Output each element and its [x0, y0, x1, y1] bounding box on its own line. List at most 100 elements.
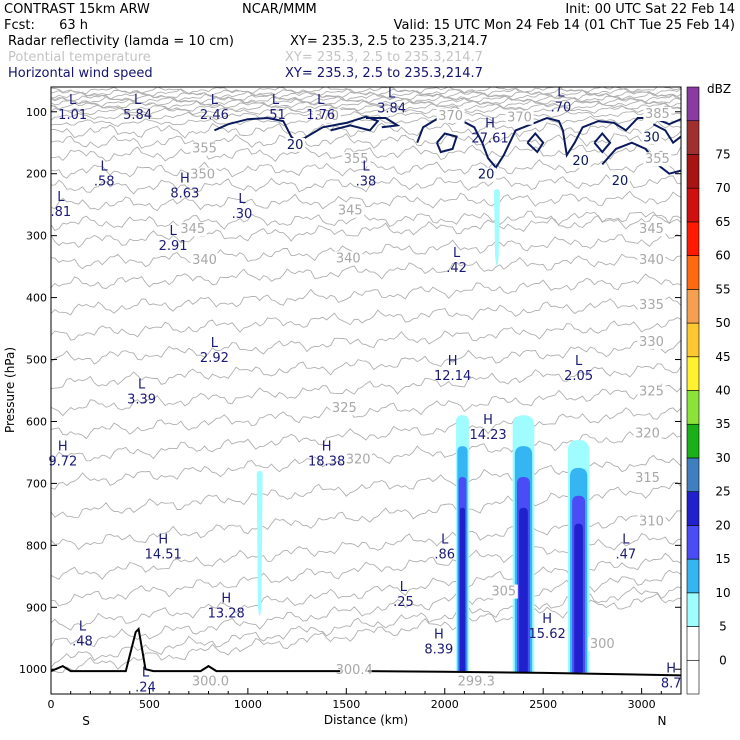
- fcst-value: 63 h: [59, 18, 88, 33]
- extremum-value: 1.76: [306, 108, 335, 123]
- x-tick-label: 1000: [234, 698, 262, 711]
- y-axis-title: Pressure (hPa): [3, 347, 17, 433]
- x-tick-label: 3000: [628, 698, 656, 711]
- theta-contour-line: [51, 232, 681, 270]
- y-tick-label: 500: [26, 354, 47, 367]
- terrain: [51, 626, 681, 677]
- colorbar-swatch: [686, 356, 700, 391]
- colorbar-unit: dBZ: [707, 82, 731, 96]
- wind-contour-line: [213, 115, 380, 144]
- reflectivity-field: [256, 189, 590, 673]
- colorbar-swatch: [686, 659, 700, 695]
- theta-label-bg: [633, 426, 662, 441]
- extremum-marker: L: [388, 87, 396, 102]
- extremum-value: .51: [265, 108, 286, 123]
- theta-label-bg: [344, 452, 373, 467]
- extremum-value: 3.39: [127, 393, 156, 408]
- theta-label-bg: [336, 203, 365, 218]
- extremum-marker: H: [158, 533, 168, 548]
- theta-contour-label: 305: [491, 585, 516, 600]
- field-theta-xy: XY= 235.3, 2.5 to 235.3,214.7: [285, 50, 483, 65]
- wind-contours: [213, 115, 681, 175]
- extremum-value: 15.62: [529, 627, 566, 642]
- colorbar-swatch: [686, 289, 700, 324]
- field-reflectivity-name: Radar reflectivity (lamda = 10 cm): [8, 34, 234, 49]
- wind-contour-label: 20: [572, 154, 589, 169]
- colorbar: 0 5 10 15 20 25 30 35 40 45 50 55 60 65 70 75: [686, 86, 731, 695]
- colorbar-swatch: [686, 120, 700, 155]
- wind-contour-line: [526, 131, 545, 154]
- theta-contour-label: 335: [639, 298, 664, 313]
- extremum-value: .70: [551, 100, 572, 115]
- extremum-value: 2.05: [564, 369, 593, 384]
- colorbar-tick-label: 65: [715, 215, 730, 229]
- field-theta-name: Potential temperature: [8, 50, 151, 65]
- theta-contour-label: 370: [438, 109, 463, 124]
- axes: 0 500 1000 1500 2000 2500 3000 100 200 300 400 500 6…: [19, 106, 681, 711]
- theta-contour-line: [51, 363, 681, 417]
- colorbar-swatch: [686, 457, 700, 492]
- theta-contour-label: 340: [192, 253, 217, 268]
- extremum-marker: L: [575, 354, 583, 369]
- colorbar-swatch: [686, 154, 700, 189]
- wind-contour-line: [601, 141, 681, 175]
- reflectivity-cell: [574, 523, 583, 673]
- colorbar-tick-label: 35: [715, 417, 730, 431]
- theta-label-bg: [330, 401, 359, 416]
- y-tick-label: 200: [26, 168, 47, 181]
- extremum-marker: L: [57, 190, 65, 205]
- colorbar-tick-label: 20: [715, 518, 730, 532]
- extremum-value: 14.23: [469, 428, 506, 443]
- y-tick-label: 300: [26, 230, 47, 243]
- theta-label-bg: [178, 222, 207, 237]
- colorbar-swatch: [686, 525, 700, 560]
- theta-contour-label: 345: [639, 222, 664, 237]
- extremum-marker: L: [134, 93, 142, 108]
- y-tick-label: 600: [26, 415, 47, 428]
- theta-contour-label: 385: [645, 107, 670, 122]
- colorbar-tick-label: 40: [715, 384, 730, 398]
- colorbar-tick-label: 30: [715, 451, 730, 465]
- wind-label-bg: [609, 173, 630, 188]
- theta-contour-line: [51, 102, 681, 113]
- theta-contour-line: [51, 174, 681, 195]
- theta-label-bg: [312, 108, 341, 123]
- theta-contour-line: [51, 190, 681, 212]
- theta-contour-line: [51, 115, 681, 127]
- extremum-marker: L: [317, 93, 325, 108]
- extremum-value: .58: [94, 175, 115, 190]
- theta-contour-label: 320: [635, 427, 660, 442]
- y-tick-label: 100: [26, 106, 47, 119]
- extremum-value: 5.84: [123, 108, 152, 123]
- theta-contour-label: 370: [314, 109, 339, 124]
- theta-contour-label: 300.4: [336, 663, 373, 678]
- extremum-value: 18.38: [308, 455, 345, 470]
- colorbar-swatch: [686, 187, 700, 223]
- extremum-marker: H: [221, 591, 231, 606]
- theta-label-bg: [462, 674, 491, 689]
- wind-label-bg: [641, 130, 662, 145]
- wind-label-bg: [476, 167, 497, 182]
- extremum-value: .38: [356, 175, 377, 190]
- extremum-marker: L: [272, 93, 280, 108]
- colorbar-tick-label: 70: [715, 181, 730, 195]
- colorbar-swatch: [686, 221, 700, 256]
- extremum-marker: L: [79, 619, 87, 634]
- theta-contour-label: 340: [639, 253, 664, 268]
- theta-contour-label: 370: [507, 111, 532, 126]
- theta-contour-line: [51, 214, 681, 249]
- extremum-value: 13.28: [208, 606, 245, 621]
- extremum-value: .42: [446, 261, 467, 276]
- theta-contour-label: 345: [180, 222, 205, 237]
- wind-contour-label: 30: [643, 131, 660, 146]
- extremum-marker: L: [211, 336, 219, 351]
- theta-contour-line: [51, 87, 681, 95]
- wind-contour-label: 20: [287, 138, 304, 153]
- theta-contour-line: [51, 144, 681, 162]
- reflectivity-cell: [256, 471, 263, 616]
- colorbar-tick-label: 10: [715, 586, 730, 600]
- wind-contour-label: 20: [612, 174, 629, 189]
- theta-label-bg: [342, 152, 371, 167]
- x-end-label-north: N: [658, 714, 667, 728]
- theta-label-bg: [643, 107, 672, 122]
